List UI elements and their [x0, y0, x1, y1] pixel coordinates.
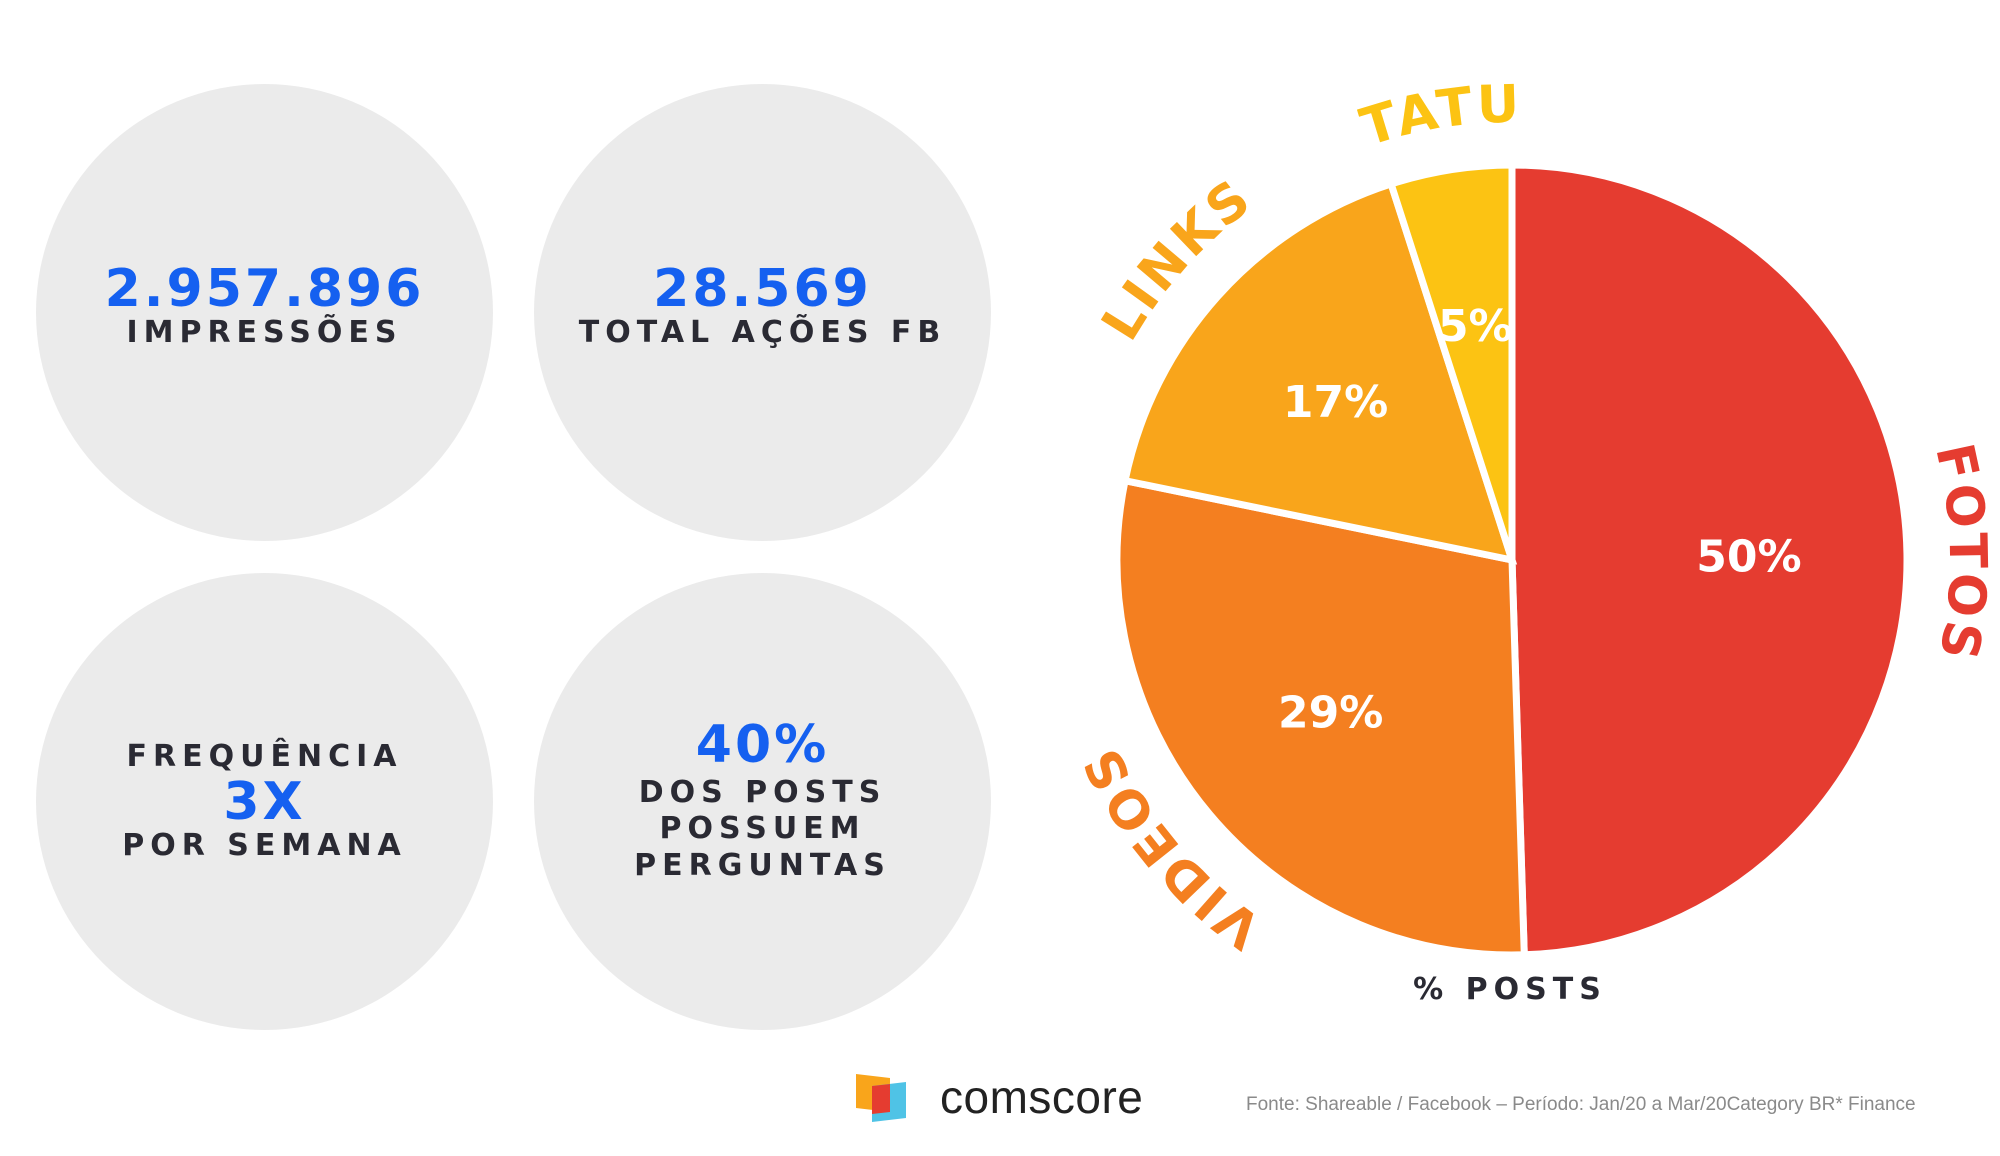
questions-line-2: POSSUEM	[659, 811, 866, 847]
questions-value: 40%	[695, 714, 830, 775]
stat-impressions: 2.957.896 IMPRESSÕES	[36, 84, 493, 541]
frequency-suffix: POR SEMANA	[122, 827, 407, 863]
pie-category-label-status: STATUS	[0, 0, 1523, 158]
pie-slice-status	[1386, 161, 1516, 562]
chart-caption: % POSTS	[1413, 972, 1607, 1007]
impressions-value: 2.957.896	[104, 259, 425, 320]
stat-questions: 40% DOS POSTS POSSUEM PERGUNTAS	[534, 573, 991, 1030]
pie-slice-videos	[1113, 476, 1528, 959]
pie-slice-links	[1120, 179, 1518, 565]
questions-line-3: PERGUNTAS	[634, 847, 891, 883]
pie-category-label-fotos: FOTOS	[1923, 438, 1997, 666]
frequency-label: FREQUÊNCIA	[126, 738, 403, 774]
impressions-label: IMPRESSÕES	[126, 315, 403, 351]
comscore-logo-icon	[856, 1074, 906, 1122]
questions-line-1: DOS POSTS	[638, 774, 887, 810]
pie-value-label-status: 5%	[1438, 301, 1513, 352]
total-actions-label: TOTAL AÇÕES FB	[578, 315, 947, 351]
pie-slice-fotos	[1508, 161, 1911, 959]
brand-name: comscore	[940, 1071, 1144, 1123]
stat-frequency: FREQUÊNCIA 3X POR SEMANA	[36, 573, 493, 1030]
pie-value-label-fotos: 50%	[1696, 531, 1801, 582]
frequency-value: 3X	[223, 771, 306, 832]
total-actions-value: 28.569	[653, 259, 872, 320]
pie-value-label-videos: 29%	[1278, 688, 1383, 739]
stat-total-actions: 28.569 TOTAL AÇÕES FB	[534, 84, 991, 541]
source-note: Fonte: Shareable / Facebook – Período: J…	[1246, 1094, 1916, 1115]
pie-value-label-links: 17%	[1283, 377, 1388, 428]
